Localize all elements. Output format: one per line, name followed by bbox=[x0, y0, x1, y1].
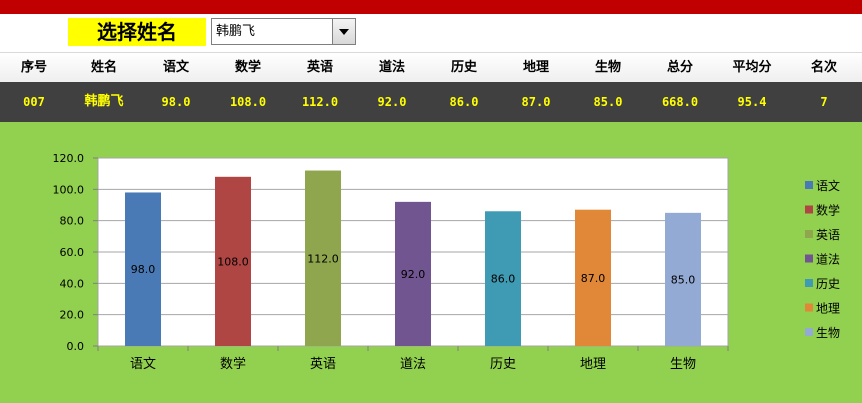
table-header-row: 序号 姓名 语文 数学 英语 道法 历史 地理 生物 总分 平均分 名次 bbox=[0, 52, 862, 83]
header-average: 平均分 bbox=[732, 60, 772, 75]
dropdown-arrow-icon[interactable] bbox=[332, 19, 355, 44]
cell-total: 668.0 bbox=[661, 95, 699, 109]
cell-rank: 7 bbox=[820, 95, 828, 109]
header-chinese: 语文 bbox=[162, 60, 189, 75]
legend-item: 英语 bbox=[816, 228, 840, 242]
y-tick-label: 20.0 bbox=[60, 309, 85, 322]
legend-swatch bbox=[805, 181, 813, 189]
header-english: 英语 bbox=[306, 60, 333, 75]
cell-history: 86.0 bbox=[449, 95, 479, 109]
data-label: 112.0 bbox=[307, 252, 339, 265]
bar bbox=[305, 170, 341, 346]
name-dropdown[interactable]: 韩鹏飞 bbox=[211, 18, 356, 45]
cell-morality: 92.0 bbox=[377, 95, 407, 109]
bar bbox=[125, 192, 161, 346]
header-geography: 地理 bbox=[522, 60, 549, 75]
cell-english: 112.0 bbox=[301, 95, 339, 109]
legend-swatch bbox=[805, 205, 813, 214]
cell-index: 007 bbox=[23, 95, 45, 109]
header-name: 姓名 bbox=[90, 60, 117, 75]
cell-geography: 87.0 bbox=[521, 95, 551, 109]
x-tick-label: 英语 bbox=[310, 357, 336, 372]
bar bbox=[665, 212, 701, 346]
legend-swatch bbox=[805, 328, 813, 336]
legend-item: 语文 bbox=[816, 178, 840, 193]
cell-biology: 85.0 bbox=[593, 95, 623, 109]
cell-chinese: 98.0 bbox=[161, 95, 191, 109]
data-label: 98.0 bbox=[131, 263, 156, 276]
header-morality: 道法 bbox=[378, 60, 405, 75]
x-tick-label: 地理 bbox=[580, 357, 606, 372]
legend-swatch bbox=[805, 303, 813, 312]
data-label: 92.0 bbox=[401, 268, 426, 281]
x-tick-label: 语文 bbox=[130, 357, 156, 372]
y-tick-label: 80.0 bbox=[60, 215, 85, 228]
header-total: 总分 bbox=[666, 60, 693, 75]
legend-swatch bbox=[805, 254, 813, 263]
y-tick-label: 100.0 bbox=[53, 183, 85, 196]
legend-item: 数学 bbox=[816, 203, 840, 218]
legend-item: 道法 bbox=[816, 253, 840, 267]
top-red-bar bbox=[0, 0, 862, 14]
data-label: 86.0 bbox=[491, 273, 516, 286]
x-tick-label: 生物 bbox=[670, 357, 696, 372]
data-label: 87.0 bbox=[581, 272, 606, 285]
chart-area: 0.0 20.0 40.0 60.0 80.0 100.0 120.0 98.0 语文 108.0… bbox=[0, 122, 862, 403]
bar bbox=[575, 209, 611, 346]
header-index: 序号 bbox=[20, 60, 47, 75]
y-tick-label: 60.0 bbox=[60, 246, 85, 259]
select-name-label: 选择姓名 bbox=[68, 18, 206, 46]
name-selector-bar: 选择姓名 韩鹏飞 bbox=[0, 14, 862, 52]
cell-math: 108.0 bbox=[229, 95, 267, 109]
legend-item: 历史 bbox=[816, 277, 840, 291]
cell-name: 韩鹏飞 bbox=[84, 94, 124, 109]
data-label: 85.0 bbox=[671, 273, 696, 286]
y-tick-label: 120.0 bbox=[53, 152, 85, 165]
x-tick-label: 道法 bbox=[400, 357, 426, 372]
table-row: 007 韩鹏飞 98.0 108.0 112.0 92.0 86.0 87.0 … bbox=[0, 82, 862, 122]
data-label: 108.0 bbox=[217, 255, 249, 268]
legend-item: 地理 bbox=[816, 302, 840, 316]
header-biology: 生物 bbox=[594, 60, 621, 75]
header-math: 数学 bbox=[234, 60, 261, 75]
y-tick-label: 0.0 bbox=[67, 340, 85, 353]
legend-swatch bbox=[805, 279, 813, 287]
name-dropdown-value: 韩鹏飞 bbox=[216, 24, 256, 39]
x-tick-label: 数学 bbox=[220, 356, 246, 372]
legend-swatch bbox=[805, 230, 813, 238]
x-tick-label: 历史 bbox=[490, 357, 516, 372]
bar bbox=[215, 176, 251, 346]
legend-item: 生物 bbox=[816, 326, 840, 340]
bar-chart: 0.0 20.0 40.0 60.0 80.0 100.0 120.0 98.0 语文 108.0… bbox=[53, 152, 841, 372]
cell-average: 95.4 bbox=[737, 95, 767, 109]
bar bbox=[485, 211, 521, 346]
header-history: 历史 bbox=[450, 60, 477, 75]
header-rank: 名次 bbox=[810, 60, 837, 75]
y-tick-label: 40.0 bbox=[60, 277, 85, 290]
bar bbox=[395, 201, 431, 346]
